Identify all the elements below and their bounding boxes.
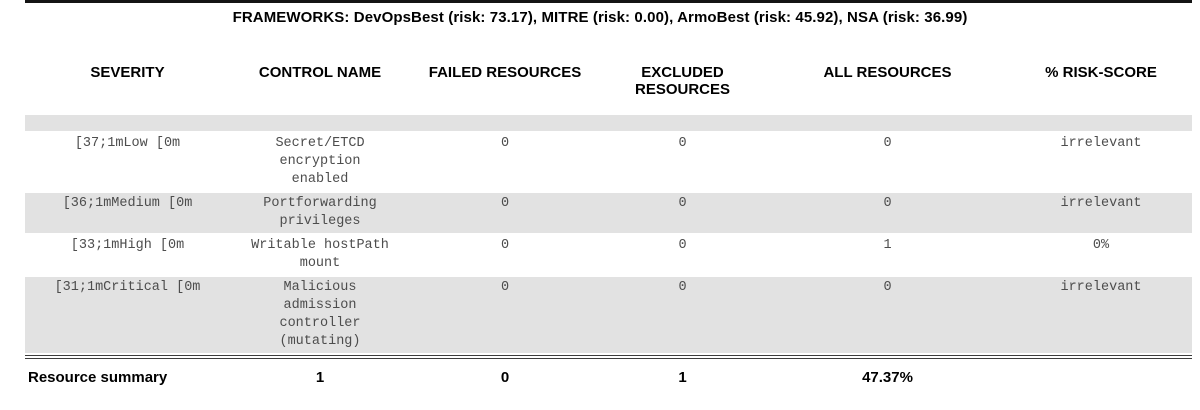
- control-name-text: Writable hostPath mount: [251, 238, 389, 271]
- all-resources-cell: 0: [883, 136, 892, 151]
- control-name-text: Malicious admission controller (mutating…: [279, 280, 361, 349]
- severity-cell: [25, 115, 230, 131]
- summary-control-name-value: 1: [315, 369, 325, 386]
- summary-divider-rule: [25, 355, 1192, 359]
- summary-excluded-value: 1: [678, 369, 687, 386]
- top-rule: [25, 0, 1192, 3]
- frameworks-title: FRAMEWORKS: DevOpsBest (risk: 73.17), MI…: [232, 9, 968, 26]
- risk-score-cell: irrelevant: [1060, 280, 1142, 295]
- risk-score-cell: [1010, 115, 1192, 131]
- control-name-cell: Secret/ETCD encryption enabled: [230, 133, 410, 191]
- summary-failed-value: 0: [500, 369, 510, 386]
- excluded-resources-cell: 0: [678, 238, 687, 253]
- table-row: [25, 115, 1192, 133]
- severity-cell: [37;1mLow [0m: [74, 136, 181, 151]
- failed-resources-cell: 0: [500, 196, 510, 211]
- failed-resources-cell: 0: [500, 136, 510, 151]
- resource-summary-row: Resource summary 1 0 1 47.37%: [25, 369, 1192, 387]
- control-name-text: Portforwarding privileges: [263, 196, 377, 229]
- control-name-text: Secret/ETCD encryption enabled: [275, 136, 365, 187]
- table-row: [31;1mCritical [0m Malicious admission c…: [25, 277, 1192, 355]
- all-resources-cell: 0: [883, 280, 892, 295]
- table-row: [37;1mLow [0m Secret/ETCD encryption ena…: [25, 133, 1192, 193]
- column-header-failed-resources: FAILED RESOURCES: [428, 64, 582, 81]
- table-header-row: SEVERITY CONTROL NAME FAILED RESOURCES E…: [25, 64, 1192, 98]
- resource-summary-label: Resource summary: [28, 369, 168, 386]
- excluded-resources-cell: 0: [678, 280, 687, 295]
- all-resources-cell: [765, 115, 1010, 131]
- table-row: [33;1mHigh [0m Writable hostPath mount 0…: [25, 235, 1192, 277]
- risk-score-cell: 0%: [1092, 238, 1110, 253]
- table-row: [36;1mMedium [0m Portforwarding privileg…: [25, 193, 1192, 235]
- failed-resources-cell: 0: [500, 238, 510, 253]
- control-name-cell: Portforwarding privileges: [230, 193, 410, 233]
- excluded-resources-cell: [600, 115, 765, 131]
- severity-cell: [36;1mMedium [0m: [62, 196, 193, 211]
- control-name-cell: [230, 115, 410, 131]
- excluded-resources-cell: 0: [678, 196, 687, 211]
- risk-score-cell: irrelevant: [1060, 136, 1142, 151]
- failed-resources-cell: 0: [500, 280, 510, 295]
- excluded-resources-cell: 0: [678, 136, 687, 151]
- column-header-severity: SEVERITY: [90, 64, 165, 81]
- summary-all-resources-value: 47.37%: [862, 369, 913, 386]
- control-name-cell: Writable hostPath mount: [230, 235, 410, 275]
- column-header-all-resources: ALL RESOURCES: [823, 64, 952, 81]
- column-header-excluded-resources: EXCLUDED RESOURCES: [634, 64, 731, 98]
- control-name-cell: Malicious admission controller (mutating…: [230, 277, 410, 353]
- table-body: [37;1mLow [0m Secret/ETCD encryption ena…: [25, 115, 1192, 355]
- risk-score-cell: irrelevant: [1060, 196, 1142, 211]
- summary-risk-score-value: [1010, 369, 1192, 387]
- severity-cell: [31;1mCritical [0m: [54, 280, 201, 295]
- severity-cell: [33;1mHigh [0m: [70, 238, 185, 253]
- all-resources-cell: 1: [883, 238, 892, 253]
- column-header-control-name: CONTROL NAME: [258, 64, 382, 81]
- column-header-risk-score: % RISK-SCORE: [1045, 64, 1157, 81]
- failed-resources-cell: [410, 115, 600, 131]
- all-resources-cell: 0: [883, 196, 892, 211]
